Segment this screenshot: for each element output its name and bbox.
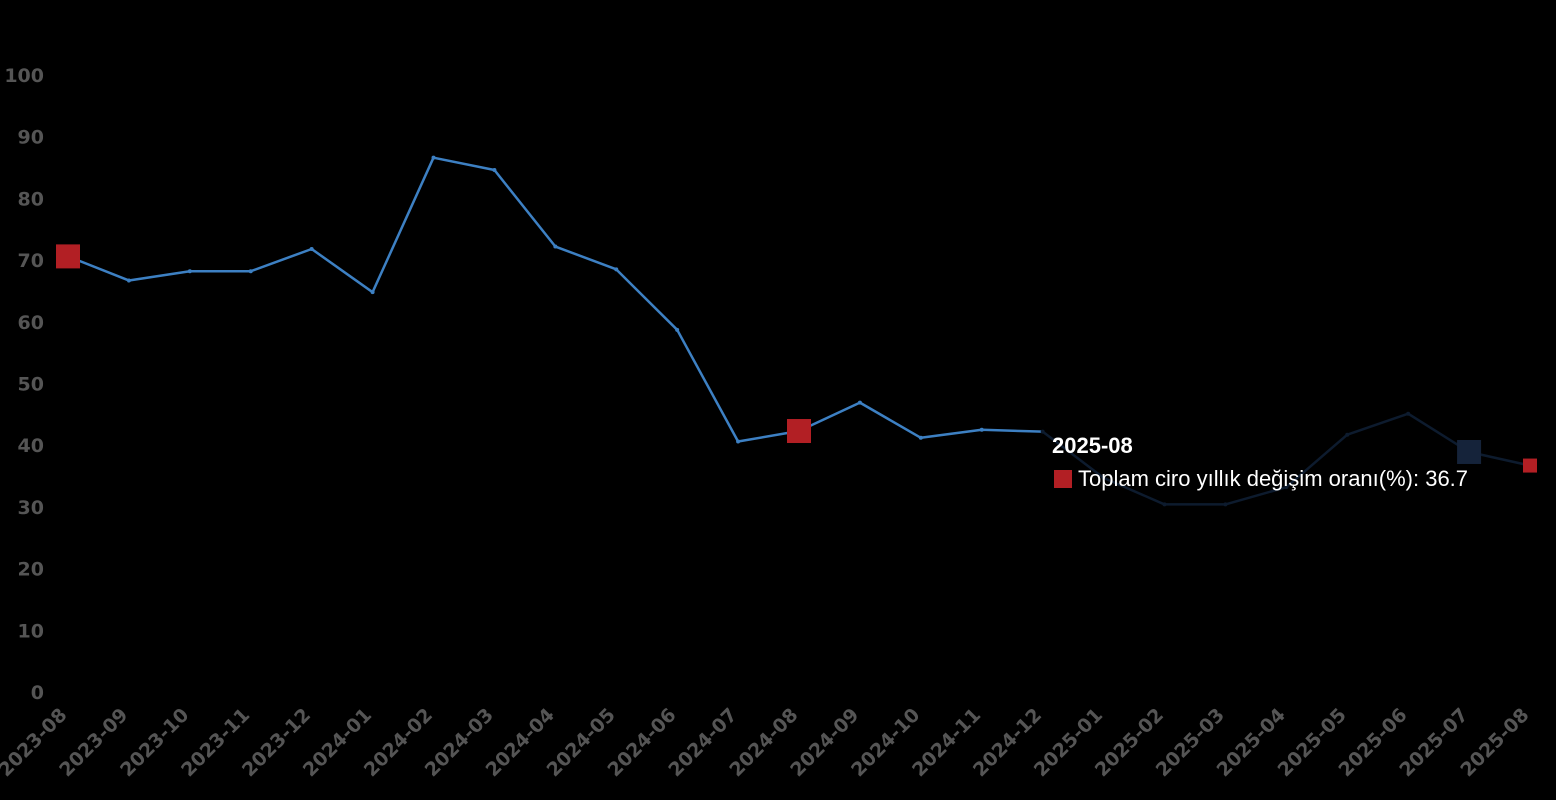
data-point[interactable] [1406, 411, 1411, 416]
plot-area [56, 155, 1537, 507]
data-point[interactable] [553, 244, 558, 249]
y-tick-label: 20 [18, 559, 44, 581]
data-point[interactable] [1345, 432, 1350, 437]
x-axis: 2023-082023-092023-102023-112023-122024-… [0, 704, 1534, 781]
tooltip: 2025-08 Toplam ciro yıllık değişim oranı… [1042, 428, 1542, 494]
tooltip-row: Toplam ciro yıllık değişim oranı(%): 36.… [1042, 464, 1542, 494]
data-point[interactable] [979, 427, 984, 432]
series-line [67, 156, 1043, 443]
tooltip-text: Toplam ciro yıllık değişim oranı(%): 36.… [1078, 466, 1469, 491]
data-point[interactable] [126, 278, 131, 283]
tooltip-title: 2025-08 [1052, 433, 1133, 458]
y-tick-label: 70 [18, 250, 44, 272]
y-axis: 0 10 20 30 40 50 60 70 80 90 100 [4, 65, 44, 704]
y-tick-label: 90 [18, 127, 44, 149]
data-point[interactable] [248, 269, 253, 274]
y-tick-label: 60 [18, 312, 44, 334]
data-point[interactable] [675, 327, 680, 332]
data-point[interactable] [1223, 502, 1228, 507]
y-tick-label: 50 [18, 374, 44, 396]
y-tick-label: 40 [18, 435, 44, 457]
data-point[interactable] [187, 269, 192, 274]
series-marker-dimmed [1457, 439, 1482, 464]
data-point[interactable] [1040, 429, 1045, 434]
y-tick-label: 80 [18, 188, 44, 210]
data-point[interactable] [614, 267, 619, 272]
data-point[interactable] [370, 290, 375, 295]
data-point[interactable] [309, 246, 314, 251]
y-tick-label: 0 [31, 682, 44, 704]
series-marker[interactable] [56, 244, 80, 269]
data-point[interactable] [1284, 485, 1289, 490]
data-point[interactable] [857, 400, 862, 405]
tooltip-series-swatch [1054, 470, 1072, 488]
y-tick-label: 10 [18, 620, 44, 642]
data-point[interactable] [1162, 502, 1167, 507]
data-point[interactable] [492, 168, 497, 173]
data-point[interactable] [431, 155, 436, 160]
y-tick-label: 30 [18, 497, 44, 519]
data-point[interactable] [918, 435, 923, 440]
y-tick-label: 100 [4, 65, 44, 87]
data-point[interactable] [736, 439, 741, 444]
series-marker[interactable] [1523, 458, 1537, 473]
series-marker[interactable] [787, 419, 811, 444]
data-point[interactable] [1101, 475, 1106, 480]
